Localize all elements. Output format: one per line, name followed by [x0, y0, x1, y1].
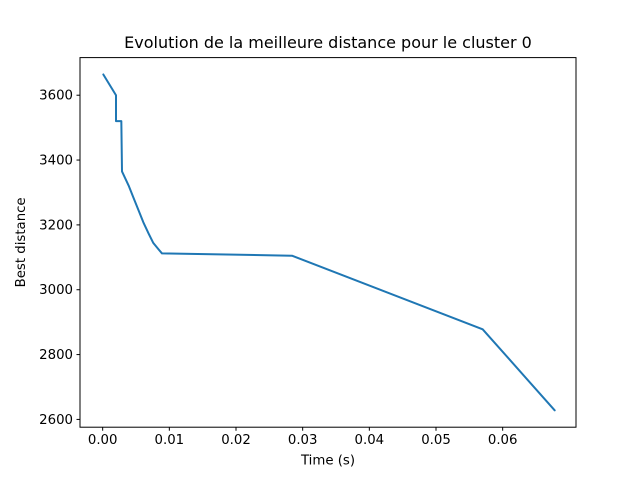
y-axis-label: Best distance [14, 197, 29, 287]
x-tick-label: 0.02 [221, 433, 251, 448]
x-tick-label: 0.06 [488, 433, 518, 448]
plot-area-border [79, 57, 577, 428]
y-tick-label: 3000 [39, 283, 73, 298]
x-axis-label: Time (s) [300, 454, 355, 469]
y-tick-label: 3200 [39, 218, 73, 233]
best-distance-line [102, 73, 556, 412]
x-tick-label: 0.05 [421, 433, 451, 448]
y-tick-label: 2800 [39, 348, 73, 363]
y-tick-label: 2600 [39, 413, 73, 428]
x-tick-label: 0.00 [88, 433, 118, 448]
y-tick-label: 3600 [39, 89, 73, 104]
x-axis-ticks: 0.00 0.01 0.02 0.03 0.04 0.05 0.06 [88, 427, 518, 448]
x-tick-label: 0.03 [288, 433, 318, 448]
chart-title: Evolution de la meilleure distance pour … [124, 33, 532, 52]
x-tick-label: 0.04 [355, 433, 385, 448]
y-tick-label: 3400 [39, 154, 73, 169]
x-tick-label: 0.01 [155, 433, 185, 448]
y-axis-ticks: 2600 2800 3000 3200 3400 3600 [39, 89, 80, 428]
